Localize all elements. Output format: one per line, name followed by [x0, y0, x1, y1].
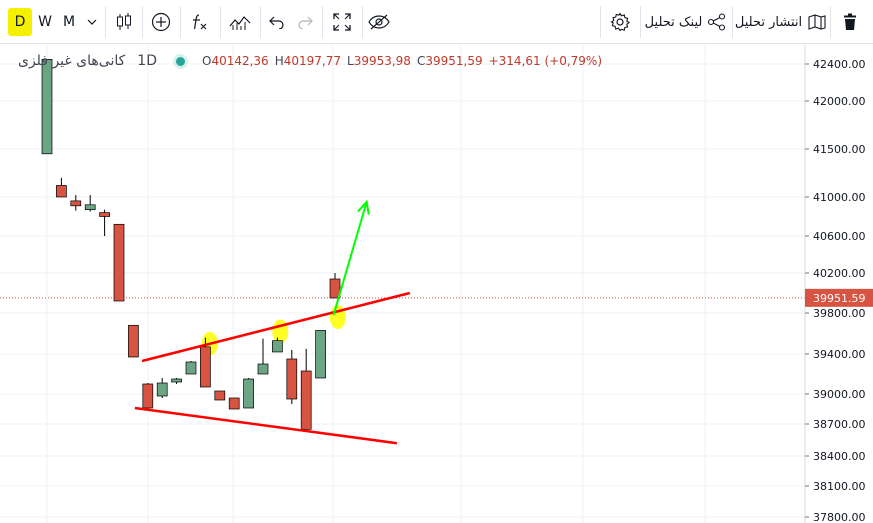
price-tick-label: 39400.00 — [813, 348, 866, 361]
book-icon — [807, 13, 827, 31]
toolbar-separator — [600, 6, 601, 38]
price-tick-label: 38400.00 — [813, 450, 866, 463]
link-analysis-label: لینک تحلیل — [644, 14, 703, 30]
candle-body — [56, 185, 67, 198]
candle-body — [286, 358, 298, 400]
candle-body — [84, 204, 96, 211]
toolbar-separator — [180, 6, 181, 38]
candle-body — [185, 361, 197, 375]
resolution-w-button[interactable]: W — [34, 0, 56, 44]
resolution-m-label: M — [62, 14, 76, 30]
candle-body — [315, 330, 326, 379]
price-tick-label: 41000.00 — [813, 191, 866, 204]
eye-off-icon[interactable] — [364, 0, 394, 44]
resolution-m-button[interactable]: M — [58, 0, 80, 44]
lower-trendline — [134, 406, 398, 445]
toolbar-separator — [260, 6, 261, 38]
toolbar-separator — [830, 6, 831, 38]
toolbar-separator — [362, 6, 363, 38]
candle-body — [128, 324, 139, 358]
candle-body — [329, 278, 341, 299]
candle-body — [300, 370, 312, 430]
candle-body — [257, 363, 269, 375]
publish-analysis-button[interactable]: انتشار تحلیل — [734, 0, 828, 44]
fullscreen-icon[interactable] — [326, 0, 358, 44]
chart-grid — [0, 45, 805, 523]
candle-body — [214, 390, 226, 401]
low-value: L39953,98 — [347, 54, 411, 68]
link-analysis-button[interactable]: لینک تحلیل — [642, 0, 730, 44]
price-tick-label: 39800.00 — [813, 307, 866, 320]
candles — [41, 59, 341, 430]
upper-trendline — [141, 291, 411, 363]
toolbar-separator — [105, 6, 106, 38]
trash-icon[interactable] — [834, 0, 866, 44]
undo-icon[interactable] — [264, 0, 290, 44]
price-tick-label: 40600.00 — [813, 230, 866, 243]
price-axis[interactable]: 37800.00 38100.00 38400.00 38700.00 39000.00… — [804, 45, 873, 523]
resolution-d-label: D — [14, 14, 26, 30]
highlight-mark — [272, 319, 289, 344]
close-key: C — [416, 54, 426, 68]
drawings — [134, 199, 411, 445]
toolbar-separator — [640, 6, 641, 38]
high-value: H40197,77 — [275, 54, 341, 68]
price-tick-label: 40200.00 — [813, 267, 866, 280]
low-key: L — [347, 54, 354, 68]
price-tick-label: 41500.00 — [813, 143, 866, 156]
arrow-head — [357, 199, 370, 215]
candle-body — [171, 378, 182, 383]
high-key: H — [274, 54, 284, 68]
resolution-w-label: W — [38, 14, 52, 30]
price-tick-label: 42000.00 — [813, 95, 866, 108]
price-chart[interactable]: 37800.00 38100.00 38400.00 38700.00 39000.00… — [0, 45, 873, 523]
symbol-name: کانی‌های غیر فلزی — [18, 53, 126, 69]
market-status-dot — [172, 53, 188, 69]
current-price-badge — [805, 288, 873, 307]
low-number: 39953,98 — [353, 54, 411, 68]
toolbar-separator — [732, 6, 733, 38]
symbol-legend: کانی‌های غیر فلزی 1D O40142,36 H40197,77… — [18, 52, 608, 70]
candle-body — [228, 397, 240, 410]
indicators-icon[interactable] — [224, 0, 256, 44]
price-tick-label: 39000.00 — [813, 388, 866, 401]
candle-body — [156, 382, 168, 397]
chevron-down-icon[interactable] — [83, 0, 101, 44]
interval-label: 1D — [137, 53, 157, 69]
price-axis-background — [805, 45, 873, 523]
share-icon — [707, 13, 727, 31]
projection-arrow — [332, 201, 368, 316]
resolution-d-button[interactable]: D — [8, 8, 32, 36]
candles-icon[interactable] — [109, 0, 139, 44]
gear-icon[interactable] — [604, 0, 636, 44]
candle-body — [243, 378, 254, 409]
toolbar-separator — [220, 6, 221, 38]
high-number: 40197,77 — [283, 54, 341, 68]
price-tick-label: 42400.00 — [813, 58, 866, 71]
candle-body — [113, 223, 125, 302]
top-toolbar: D W M لینک تحلیل انتشا — [0, 0, 873, 44]
candle-body — [41, 59, 53, 155]
plus-circle-icon[interactable] — [146, 0, 176, 44]
close-value: C39951,59 — [417, 54, 483, 68]
change-value: +314,61 (+0,79%) — [488, 54, 603, 68]
price-tick-label: 38100.00 — [813, 480, 866, 493]
close-number: 39951,59 — [425, 54, 483, 68]
open-number: 40142,36 — [211, 54, 269, 68]
redo-icon[interactable] — [292, 0, 318, 44]
current-price-label: 39951.59 — [813, 292, 866, 305]
fx-icon[interactable] — [184, 0, 216, 44]
candle-body — [272, 340, 283, 353]
candle-body — [142, 383, 154, 409]
candle-body — [200, 346, 211, 388]
toolbar-separator — [142, 6, 143, 38]
publish-analysis-label: انتشار تحلیل — [734, 14, 803, 30]
open-value: O40142,36 — [202, 54, 269, 68]
candle-body — [70, 200, 82, 207]
price-tick-label: 38700.00 — [813, 418, 866, 431]
candle-body — [99, 212, 110, 217]
price-tick-label: 37800.00 — [813, 511, 866, 523]
open-key: O — [201, 54, 212, 68]
toolbar-separator — [322, 6, 323, 38]
